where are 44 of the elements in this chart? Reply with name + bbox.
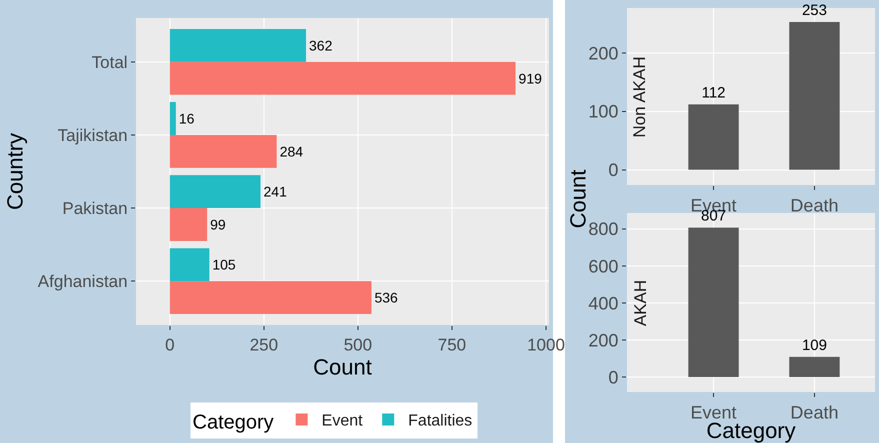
y-tick-label: 100 — [588, 102, 618, 122]
y-tick-label: 200 — [588, 43, 618, 64]
x-axis-title: Count — [313, 354, 372, 380]
bar — [170, 102, 176, 135]
bar — [170, 28, 306, 62]
bar — [170, 62, 516, 95]
data-label: 112 — [702, 84, 726, 102]
data-label: 919 — [518, 70, 542, 86]
x-tick-label: Death — [790, 196, 838, 216]
x-tick-label: 1000 — [527, 335, 565, 354]
bar — [170, 134, 277, 168]
legend-label: Fatalities — [408, 412, 472, 430]
data-label: 109 — [802, 336, 827, 354]
data-label: 362 — [309, 37, 333, 54]
y-tick-label: Afghanistan — [38, 272, 128, 292]
x-tick-label: 0 — [165, 335, 175, 354]
text: AKAH — [631, 280, 650, 326]
text: Non AKAH — [630, 56, 649, 138]
data-label: 241 — [264, 184, 288, 200]
y-tick-label: Pakistan — [62, 199, 128, 218]
data-label: 105 — [212, 256, 236, 273]
legend-title: Category — [192, 412, 274, 434]
data-label: 536 — [374, 290, 398, 306]
y-tick-label: Tajikistan — [58, 126, 128, 145]
y-tick-label: 0 — [608, 160, 618, 180]
x-tick-label: 250 — [250, 335, 278, 354]
x-tick-label: 500 — [344, 335, 372, 354]
y-tick-label: 800 — [588, 219, 618, 240]
y-tick-label: 200 — [588, 330, 618, 350]
bar — [170, 175, 260, 208]
data-label: 16 — [178, 110, 195, 127]
bar — [170, 208, 208, 241]
x-tick-label: 750 — [438, 335, 466, 354]
y-axis-title: Country — [2, 132, 28, 210]
data-label: 253 — [802, 2, 827, 20]
data-label: 99 — [210, 216, 226, 232]
y-tick-label: 400 — [588, 293, 618, 314]
y-axis-title: Count — [566, 170, 591, 228]
bar — [170, 281, 372, 314]
y-tick-label: 600 — [588, 256, 618, 276]
y-tick-label: 0 — [608, 367, 618, 388]
y-tick-label: Total — [92, 52, 128, 72]
bar — [170, 248, 210, 282]
data-label: 284 — [280, 143, 304, 160]
